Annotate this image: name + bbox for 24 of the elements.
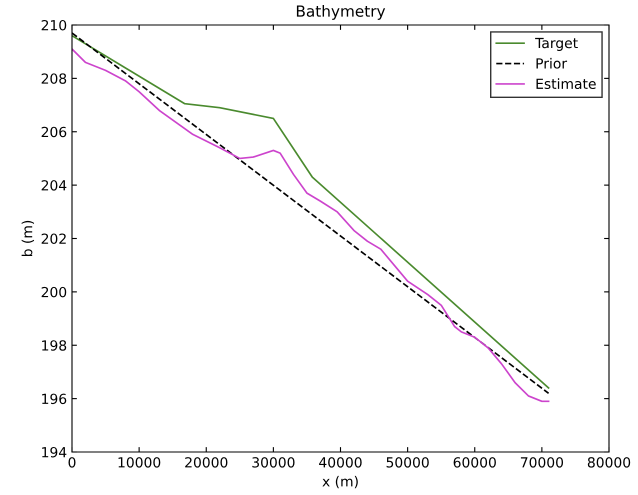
x-tick-label: 30000 — [252, 457, 295, 468]
x-tick-label: 10000 — [118, 457, 160, 468]
legend-label: Target — [535, 38, 578, 51]
x-tick-label: 60000 — [454, 457, 496, 468]
y-tick-label: 202 — [42, 233, 66, 244]
x-tick-label: 70000 — [520, 457, 564, 468]
y-tick-label: 210 — [42, 20, 66, 30]
y-tick-label: 208 — [42, 73, 66, 84]
x-tick-label: 20000 — [185, 457, 228, 468]
legend-label: Prior — [536, 58, 568, 69]
x-tick-label: 0 — [68, 457, 76, 468]
y-tick-label: 200 — [42, 286, 66, 298]
x-tick-label: 80000 — [588, 457, 630, 468]
y-axis-title: b (m) — [22, 220, 34, 256]
x-tick-label: 50000 — [386, 457, 429, 468]
y-tick-label: 196 — [42, 394, 66, 404]
y-tick-label: 204 — [42, 180, 66, 191]
legend-label: Estimate — [536, 78, 596, 90]
x-tick-label: 40000 — [319, 457, 362, 468]
y-tick-label: 194 — [42, 446, 66, 458]
chart-title: Bathymetry — [296, 5, 386, 20]
y-tick-label: 206 — [42, 126, 66, 138]
y-tick-label: 198 — [42, 340, 66, 351]
x-axis-title: x (m) — [322, 476, 358, 488]
